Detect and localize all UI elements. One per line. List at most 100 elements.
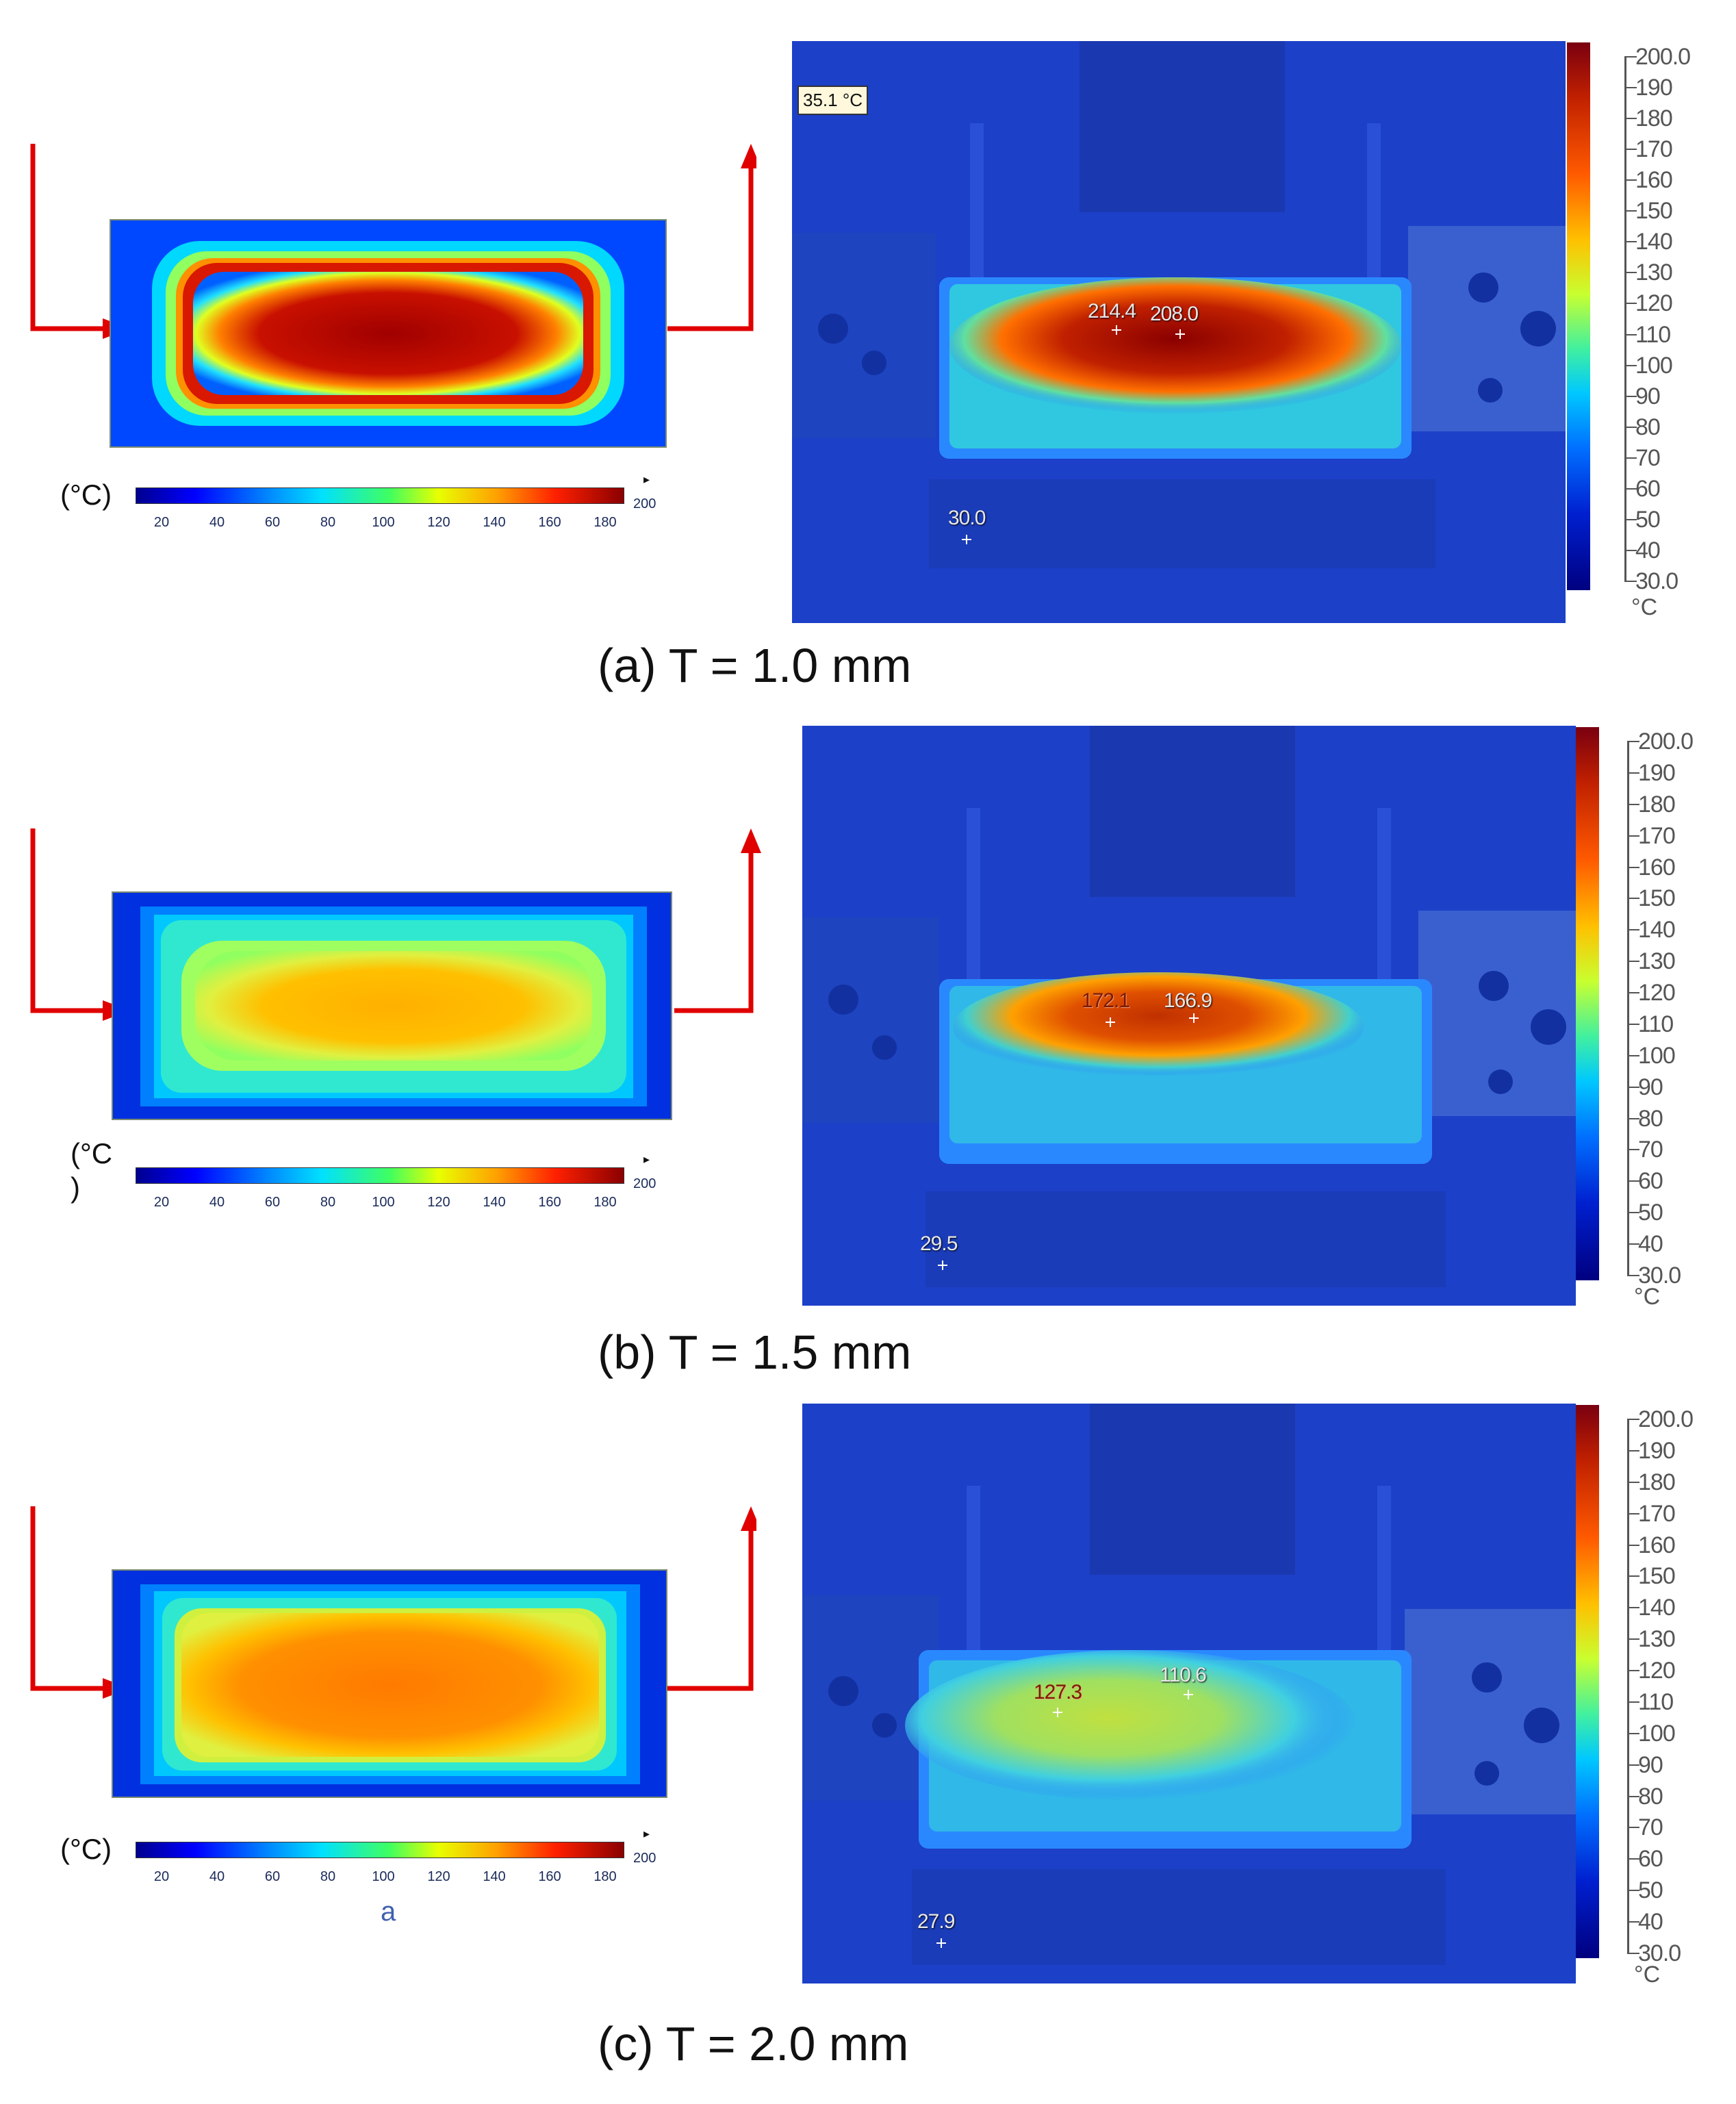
colorbar [136, 487, 624, 504]
thermal-scale-tick [1624, 179, 1637, 181]
thermal-scale-tick [1624, 518, 1637, 520]
ir-min-point-marker [936, 1938, 946, 1948]
thermal-scale-tick [1627, 1512, 1639, 1514]
thermal-scale-tick [1627, 835, 1639, 837]
thermal-scale-axis [1624, 56, 1626, 581]
thermal-image: 35.1 °C 214.4 208.0 30.0 [792, 41, 1566, 623]
simulation-contour [110, 219, 667, 448]
thermal-scale-label: 190 [1638, 759, 1676, 786]
thermal-scale-bar [1576, 727, 1599, 1280]
thermal-scale-tick [1624, 549, 1637, 551]
thermal-scale-tick [1624, 426, 1637, 428]
thermal-scale-label: 180 [1638, 1469, 1676, 1495]
thermal-scale-axis [1627, 741, 1629, 1275]
thermal-scale-label: 40 [1638, 1909, 1663, 1936]
thermal-scene [802, 726, 1576, 1306]
thermal-scale: °C 200.0 190 180 170 160 150 140 130 120 110 100 90… [1576, 1404, 1736, 1992]
thermal-scale-tick [1627, 1795, 1639, 1797]
simulation-field [111, 220, 665, 446]
thermal-scale-label: 80 [1638, 1783, 1663, 1810]
outlet-arrow-icon [674, 828, 761, 1013]
thermal-scale-tick [1624, 87, 1637, 89]
simulation-field [113, 893, 671, 1119]
thermal-scale-tick [1624, 56, 1637, 58]
thermal-scale-tick [1624, 395, 1637, 397]
thermal-scale-tick [1627, 772, 1639, 774]
thermal-scale-label: 50 [1638, 1200, 1663, 1226]
thermal-scale-label: 100 [1635, 352, 1673, 379]
thermal-scale: °C 200.0 190 180 170 160 150 140 130 120 110 100 90… [1576, 726, 1736, 1315]
thermal-scale-label: 30.0 [1638, 1263, 1681, 1289]
thermal-scale-tick [1627, 1419, 1639, 1420]
ir-min-point-marker [938, 1260, 947, 1270]
ir-min-point-label: 29.5 [920, 1232, 958, 1255]
ir-secondary-point-marker [1189, 1013, 1199, 1023]
thermal-scale-tick [1627, 1149, 1639, 1151]
ir-min-point-label: 30.0 [948, 507, 986, 529]
thermal-scale-label: 80 [1638, 1105, 1663, 1132]
simulation-contour [112, 1569, 667, 1798]
inlet-arrow-icon [30, 144, 116, 339]
thermal-scale-label: 110 [1638, 1011, 1674, 1037]
thermal-scale-label: 170 [1635, 136, 1673, 163]
colorbar-tick-label: 40 [209, 515, 225, 530]
thermal-scale-label: 110 [1638, 1688, 1674, 1715]
ir-min-point-marker [962, 535, 971, 544]
outlet-arrow-icon [667, 144, 756, 331]
thermal-scale-tick [1624, 118, 1637, 120]
thermal-scale-tick [1627, 1827, 1639, 1829]
thermal-scale-label: 170 [1638, 822, 1676, 849]
colorbar-tick-label: 160 [538, 1195, 561, 1210]
panel-a: (°C) ▸ 200 [0, 0, 1736, 692]
thermal-scale-tick [1624, 333, 1637, 335]
thermal-scale-tick [1624, 149, 1637, 151]
simulation-contour [112, 891, 672, 1120]
ir-max-point-label: 214.4 [1088, 300, 1136, 322]
thermal-scale-label: 60 [1638, 1168, 1663, 1195]
colorbar [136, 1842, 624, 1858]
thermal-scale-tick [1624, 303, 1637, 305]
panel-caption: (b) T = 1.5 mm [598, 1326, 912, 1379]
colorbar-tick-label: 140 [483, 1869, 506, 1884]
thermal-scale-tick [1627, 992, 1639, 994]
thermal-scale-tick [1627, 1054, 1639, 1056]
thermal-scale-label: 150 [1638, 885, 1676, 912]
thermal-scale-label: 150 [1635, 198, 1673, 225]
thermal-scale-label: 130 [1638, 948, 1676, 975]
thermal-scale-tick [1627, 1638, 1639, 1640]
thermal-scale-label: 200.0 [1638, 1406, 1694, 1432]
thermal-scale-tick [1624, 272, 1637, 274]
thermal-scale-label: 140 [1638, 1595, 1676, 1621]
colorbar-tick-label: 180 [593, 1195, 617, 1210]
ir-secondary-point-marker [1175, 329, 1185, 339]
colorbar-tick-label: 80 [320, 1195, 336, 1210]
ir-secondary-point-label: 208.0 [1150, 303, 1199, 325]
thermal-scale-tick [1627, 1607, 1639, 1609]
colorbar-unit: (°C) [60, 1833, 112, 1865]
thermal-scale-tick [1627, 1921, 1639, 1923]
thermal-scale-label: 180 [1638, 791, 1676, 817]
thermal-scale-tick [1627, 1544, 1639, 1546]
colorbar-tick-label: 60 [264, 1195, 281, 1210]
inlet-arrow-icon [30, 828, 116, 1021]
colorbar-max-arrow-icon: ▸ [643, 472, 650, 486]
thermal-scale-label: 200.0 [1635, 44, 1691, 70]
thermal-scale-label: 90 [1638, 1751, 1663, 1778]
thermal-scale-label: 120 [1635, 290, 1673, 317]
panel-c: (°C) ▸ 200 a [0, 1376, 1736, 2070]
colorbar-max: 200 [633, 1851, 656, 1866]
thermal-scale-unit: °C [1634, 1962, 1661, 1988]
colorbar-max-arrow-icon: ▸ [643, 1152, 650, 1166]
colorbar-tick-label: 100 [372, 1869, 395, 1884]
thermal-scale-label: 70 [1635, 444, 1661, 471]
thermal-scale-label: 100 [1638, 1720, 1676, 1747]
colorbar-tick-label: 180 [593, 515, 617, 530]
thermal-scale-label: 40 [1638, 1231, 1663, 1258]
thermal-scene [802, 1404, 1576, 1983]
colorbar-tick-label: 60 [264, 1869, 281, 1884]
colorbar-tick-label: 100 [372, 1195, 395, 1210]
colorbar-tick-label: 60 [264, 515, 281, 530]
colorbar-tick-label: 120 [427, 1195, 450, 1210]
thermal-scale-label: 50 [1635, 506, 1661, 533]
thermal-scene [792, 41, 1566, 623]
